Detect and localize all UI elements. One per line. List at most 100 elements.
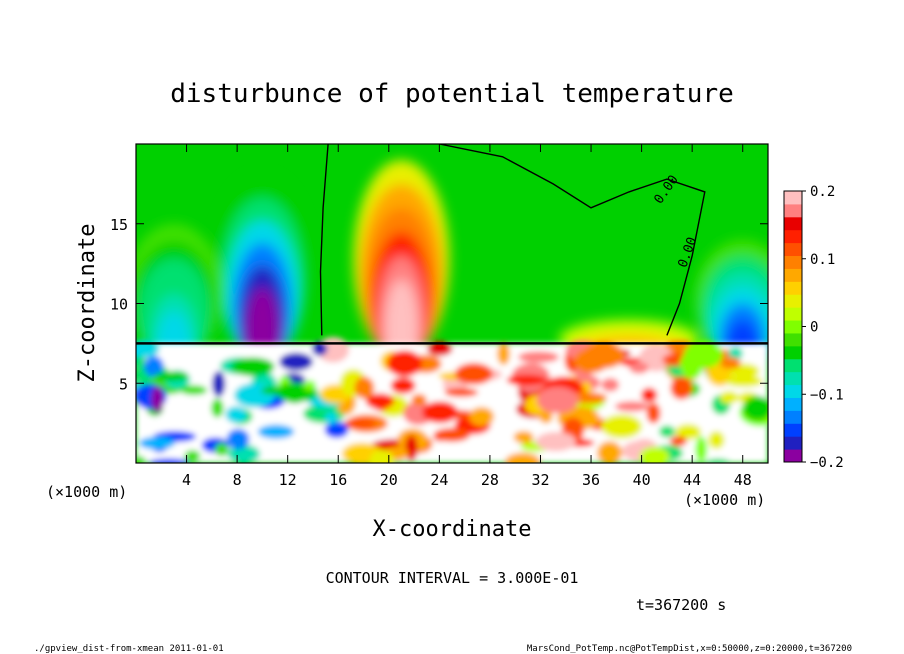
turbulent-patch <box>725 375 763 388</box>
turbulent-patch <box>136 455 147 463</box>
colorbar-swatch <box>784 242 802 257</box>
turbulent-patch <box>670 376 693 400</box>
x-axis-label: X-coordinate <box>373 517 532 542</box>
colorbar-swatch <box>784 332 802 347</box>
turbulent-patch <box>211 398 224 418</box>
turbulent-patch <box>695 436 708 463</box>
colorbar-swatch <box>784 307 802 321</box>
turbulent-patch <box>411 393 427 406</box>
colorbar-tick-label: 0 <box>810 320 818 336</box>
x-tick-label: 12 <box>279 471 297 489</box>
colorbar-swatch <box>784 320 802 334</box>
x-unit-left: (×1000 m) <box>46 483 127 501</box>
turbulent-patch <box>705 458 731 463</box>
y-tick-label: 15 <box>110 216 128 234</box>
turbulent-patch <box>659 425 675 438</box>
turbulent-patch <box>386 350 423 377</box>
zero-contour <box>439 144 706 336</box>
colorbar-tick-label: 0.2 <box>810 184 835 200</box>
turbulent-patch <box>184 450 201 463</box>
zero-contour <box>319 144 329 336</box>
turbulent-patch <box>669 435 687 447</box>
turbulent-patch <box>518 351 559 363</box>
turbulent-patch <box>180 385 208 396</box>
colorbar-swatch <box>784 371 802 386</box>
x-tick-label: 36 <box>582 471 600 489</box>
turbulent-patch <box>639 344 673 372</box>
x-tick-label: 8 <box>233 471 242 489</box>
colorbar-tick-label: −0.2 <box>810 455 844 471</box>
colorbar-swatch <box>784 358 802 373</box>
colorbar-swatch <box>784 345 802 360</box>
turbulent-patch <box>324 411 338 425</box>
turbulent-patch <box>225 406 247 424</box>
lower-field <box>136 337 768 463</box>
colorbar-tick-label: −0.1 <box>810 387 844 403</box>
turbulent-patch <box>675 423 702 440</box>
turbulent-patch <box>444 388 479 397</box>
turbulent-patch <box>646 402 661 424</box>
turbulent-patch <box>153 371 189 382</box>
turbulent-patch <box>365 393 395 410</box>
turbulent-patch <box>629 361 649 374</box>
x-tick-label: 16 <box>329 471 347 489</box>
contour-interval: CONTOUR INTERVAL = 3.000E-01 <box>326 569 579 587</box>
x-ticks: 4 8 12 16 20 24 28 32 36 40 44 48 <box>182 144 752 489</box>
colorbar-swatch <box>784 281 802 295</box>
turbulent-patch <box>641 387 658 403</box>
turbulent-patch <box>369 449 395 463</box>
turbulent-patch <box>728 346 743 360</box>
x-unit-right: (×1000 m) <box>684 491 765 509</box>
turbulent-patch <box>212 371 226 397</box>
turbulent-patch <box>230 357 275 377</box>
turbulent-patch <box>279 352 313 371</box>
turbulent-patch <box>422 401 458 424</box>
turbulent-patch <box>214 442 229 457</box>
turbulent-patch <box>149 458 189 463</box>
x-tick-label: 24 <box>430 471 448 489</box>
colorbar-swatch <box>784 229 802 244</box>
turbulent-patch <box>601 378 620 392</box>
colorbar-swatch <box>784 294 802 308</box>
y-ticks: 5 10 15 <box>110 216 768 393</box>
colorbar-tick-label: 0.1 <box>810 252 835 268</box>
turbulent-patch <box>720 357 741 370</box>
turbulent-patch <box>138 436 176 450</box>
turbulent-patch <box>536 386 579 414</box>
turbulent-patch <box>136 340 160 358</box>
colorbar-swatch <box>784 216 802 231</box>
colorbar: 0.2 0.1 0 −0.1 −0.2 <box>783 184 844 471</box>
x-tick-label: 44 <box>683 471 701 489</box>
x-tick-label: 40 <box>633 471 651 489</box>
chart-title: disturbunce of potential temperature <box>170 79 734 109</box>
turbulent-patch <box>469 407 495 427</box>
turbulent-patch <box>324 421 349 439</box>
turbulent-patch <box>427 341 453 357</box>
turbulent-patch <box>312 341 328 356</box>
turbulent-patch <box>354 376 375 400</box>
turbulent-patch <box>504 452 541 463</box>
x-tick-label: 28 <box>481 471 499 489</box>
turbulent-patch <box>454 362 493 385</box>
turbulent-patch <box>639 446 670 463</box>
x-tick-label: 48 <box>734 471 752 489</box>
colorbar-swatch <box>784 255 802 269</box>
turbulent-patch <box>405 434 418 462</box>
colorbar-swatch <box>784 203 802 218</box>
field-layer: 0.000.00 <box>136 144 768 463</box>
colorbar-swatch <box>784 397 802 411</box>
turbulent-patch <box>597 441 623 463</box>
colorbar-swatch <box>784 268 802 282</box>
x-tick-label: 32 <box>531 471 549 489</box>
turbulent-patch <box>719 391 739 404</box>
turbulent-patch <box>257 424 295 439</box>
colorbar-swatch <box>784 410 802 424</box>
y-axis-label: Z-coordinate <box>75 224 100 383</box>
turbulent-patch <box>497 342 511 366</box>
turbulent-patch <box>600 414 643 439</box>
turbulent-patch <box>390 377 416 394</box>
turbulent-patch <box>581 342 625 369</box>
turbulent-patch <box>343 418 377 429</box>
turbulent-patch <box>260 386 288 395</box>
